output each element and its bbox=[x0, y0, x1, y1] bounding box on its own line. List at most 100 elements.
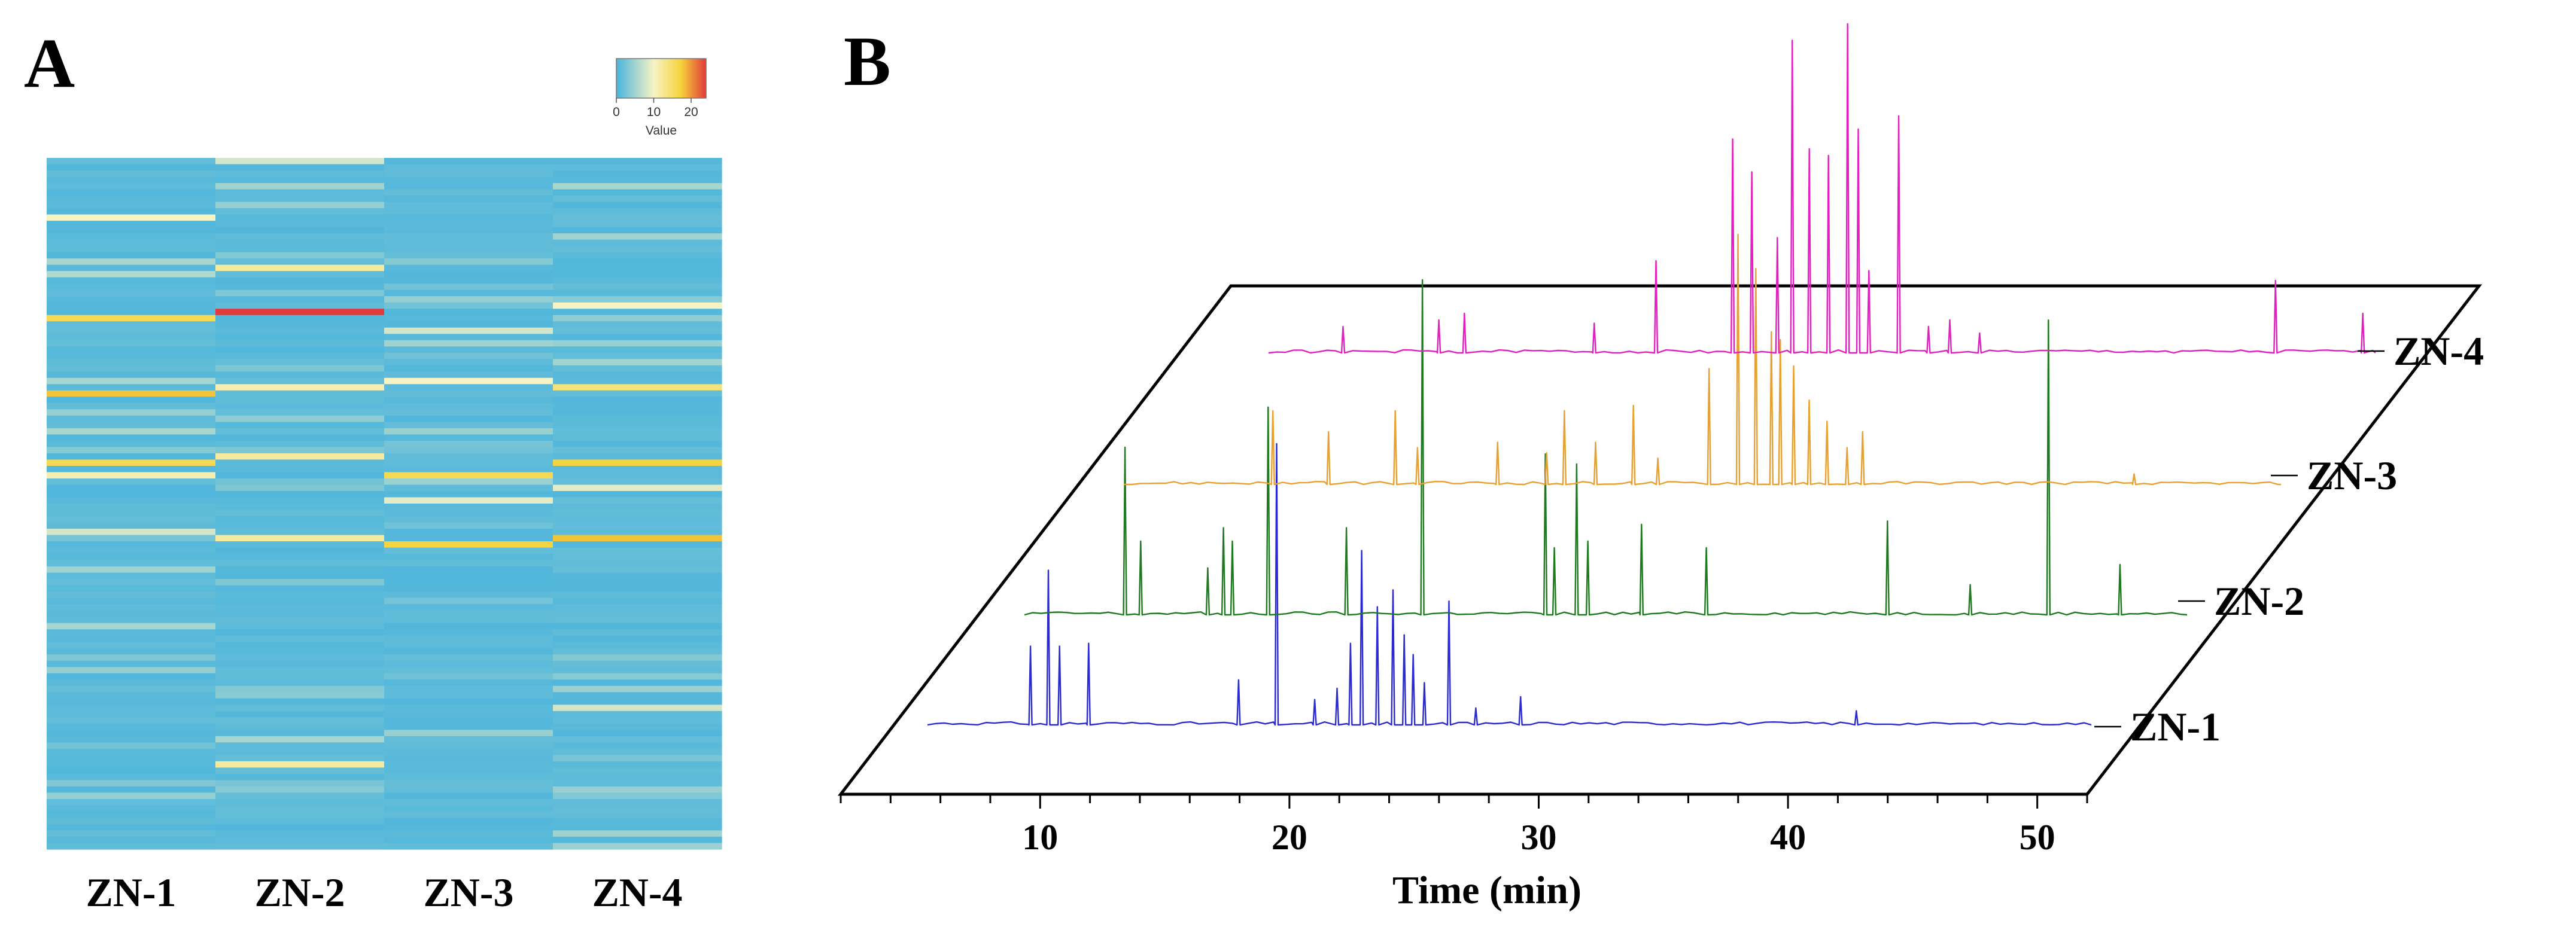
heatmap-cell bbox=[215, 490, 385, 498]
heatmap-cell bbox=[215, 340, 385, 347]
heatmap-cell bbox=[215, 327, 385, 334]
heatmap-cell bbox=[384, 409, 553, 416]
heatmap-cell bbox=[553, 415, 722, 422]
heatmap-cell bbox=[553, 277, 722, 284]
heatmap-cell bbox=[384, 755, 553, 762]
heatmap-cell bbox=[47, 529, 216, 536]
heatmap-cell bbox=[215, 818, 385, 825]
heatmap-cell bbox=[553, 465, 722, 473]
heatmap-cell bbox=[553, 667, 722, 674]
heatmap-cell bbox=[215, 390, 385, 397]
heatmap-cell bbox=[215, 767, 385, 775]
heatmap-cell bbox=[47, 685, 216, 693]
heatmap-cell bbox=[384, 164, 553, 171]
heatmap-cell bbox=[384, 623, 553, 630]
heatmap-cell bbox=[47, 811, 216, 819]
heatmap-cell bbox=[215, 535, 385, 542]
heatmap-cell bbox=[553, 510, 722, 517]
heatmap-cell bbox=[553, 648, 722, 655]
heatmap-cell bbox=[47, 560, 216, 567]
heatmap-cell bbox=[384, 289, 553, 297]
heatmap-column-label: ZN-4 bbox=[592, 870, 682, 915]
heatmap-cell bbox=[215, 422, 385, 429]
heatmap-cell bbox=[384, 811, 553, 819]
heatmap-cell bbox=[215, 315, 385, 322]
heatmap-cell bbox=[384, 597, 553, 605]
heatmap-cell bbox=[553, 434, 722, 441]
heatmap-cell bbox=[553, 529, 722, 536]
heatmap-cell bbox=[384, 296, 553, 303]
heatmap-cell bbox=[384, 221, 553, 228]
heatmap-cell bbox=[215, 233, 385, 240]
heatmap-cell bbox=[384, 340, 553, 347]
heatmap-cell bbox=[47, 202, 216, 209]
heatmap-cell bbox=[384, 440, 553, 448]
heatmap-cell bbox=[384, 560, 553, 567]
heatmap-cell bbox=[384, 648, 553, 655]
heatmap-cell bbox=[384, 233, 553, 240]
heatmap-cell bbox=[553, 673, 722, 680]
heatmap-cell bbox=[553, 711, 722, 718]
heatmap-cell bbox=[384, 359, 553, 366]
heatmap-cell bbox=[47, 176, 216, 184]
heatmap-cell bbox=[47, 692, 216, 699]
heatmap-cell bbox=[553, 723, 722, 730]
heatmap-cell bbox=[553, 522, 722, 529]
x-axis: 10 20 30 40 50 bbox=[840, 794, 2088, 857]
heatmap-cell bbox=[384, 478, 553, 486]
heatmap-cell bbox=[47, 170, 216, 178]
heatmap-cell bbox=[215, 566, 385, 574]
heatmap-cell bbox=[47, 522, 216, 529]
heatmap-cell bbox=[215, 478, 385, 486]
heatmap-cell bbox=[215, 271, 385, 278]
heatmap-cell bbox=[553, 158, 722, 165]
heatmap-cell bbox=[384, 246, 553, 253]
heatmap-cell bbox=[553, 309, 722, 316]
heatmap-cell bbox=[215, 843, 385, 850]
heatmap-cell bbox=[47, 717, 216, 724]
heatmap-cell bbox=[384, 227, 553, 234]
heatmap-cell bbox=[384, 773, 553, 780]
heatmap-cell bbox=[553, 792, 722, 800]
heatmap-cell bbox=[47, 547, 216, 554]
heatmap-cell bbox=[215, 585, 385, 592]
heatmap-cell bbox=[553, 352, 722, 359]
heatmap-cell bbox=[553, 830, 722, 837]
heatmap-cell bbox=[215, 296, 385, 303]
heatmap-cell bbox=[553, 692, 722, 699]
heatmap-cell bbox=[47, 617, 216, 624]
heatmap-cell bbox=[384, 390, 553, 397]
heatmap-cell bbox=[553, 447, 722, 454]
heatmap-cell bbox=[553, 685, 722, 693]
heatmap-cell bbox=[215, 830, 385, 837]
heatmap-cell bbox=[384, 252, 553, 259]
heatmap-cell bbox=[553, 617, 722, 624]
heatmap-cell bbox=[553, 560, 722, 567]
heatmap-cell bbox=[553, 490, 722, 498]
heatmap-cell bbox=[47, 711, 216, 718]
heatmap-cell bbox=[553, 453, 722, 461]
heatmap-cell bbox=[553, 736, 722, 743]
heatmap-cell bbox=[47, 321, 216, 328]
x-axis-tick-label: 20 bbox=[1272, 818, 1307, 857]
heatmap-cell bbox=[47, 340, 216, 347]
heatmap-cell bbox=[384, 780, 553, 787]
heatmap-cell bbox=[215, 516, 385, 523]
heatmap-cell bbox=[47, 755, 216, 762]
heatmap-cell bbox=[553, 327, 722, 334]
heatmap-cell bbox=[47, 239, 216, 246]
chromatogram-trace-zn-1 bbox=[927, 443, 2092, 726]
heatmap-cell bbox=[384, 403, 553, 410]
series-label: ZN-3 bbox=[2307, 453, 2397, 498]
heatmap-cell bbox=[553, 504, 722, 511]
heatmap-cell bbox=[384, 397, 553, 404]
heatmap-cell bbox=[553, 604, 722, 611]
heatmap-cell bbox=[47, 415, 216, 422]
heatmap-cell bbox=[215, 723, 385, 730]
chromatogram-panel: B ZN-1 ZN-2 ZN-3 ZN-4 10 20 30 40 50 Time (min) bbox=[837, 22, 2484, 912]
heatmap-cell bbox=[47, 642, 216, 649]
heatmap-cell bbox=[47, 805, 216, 812]
heatmap-cell bbox=[553, 183, 722, 190]
heatmap-cell bbox=[47, 497, 216, 504]
heatmap-cell bbox=[47, 648, 216, 655]
